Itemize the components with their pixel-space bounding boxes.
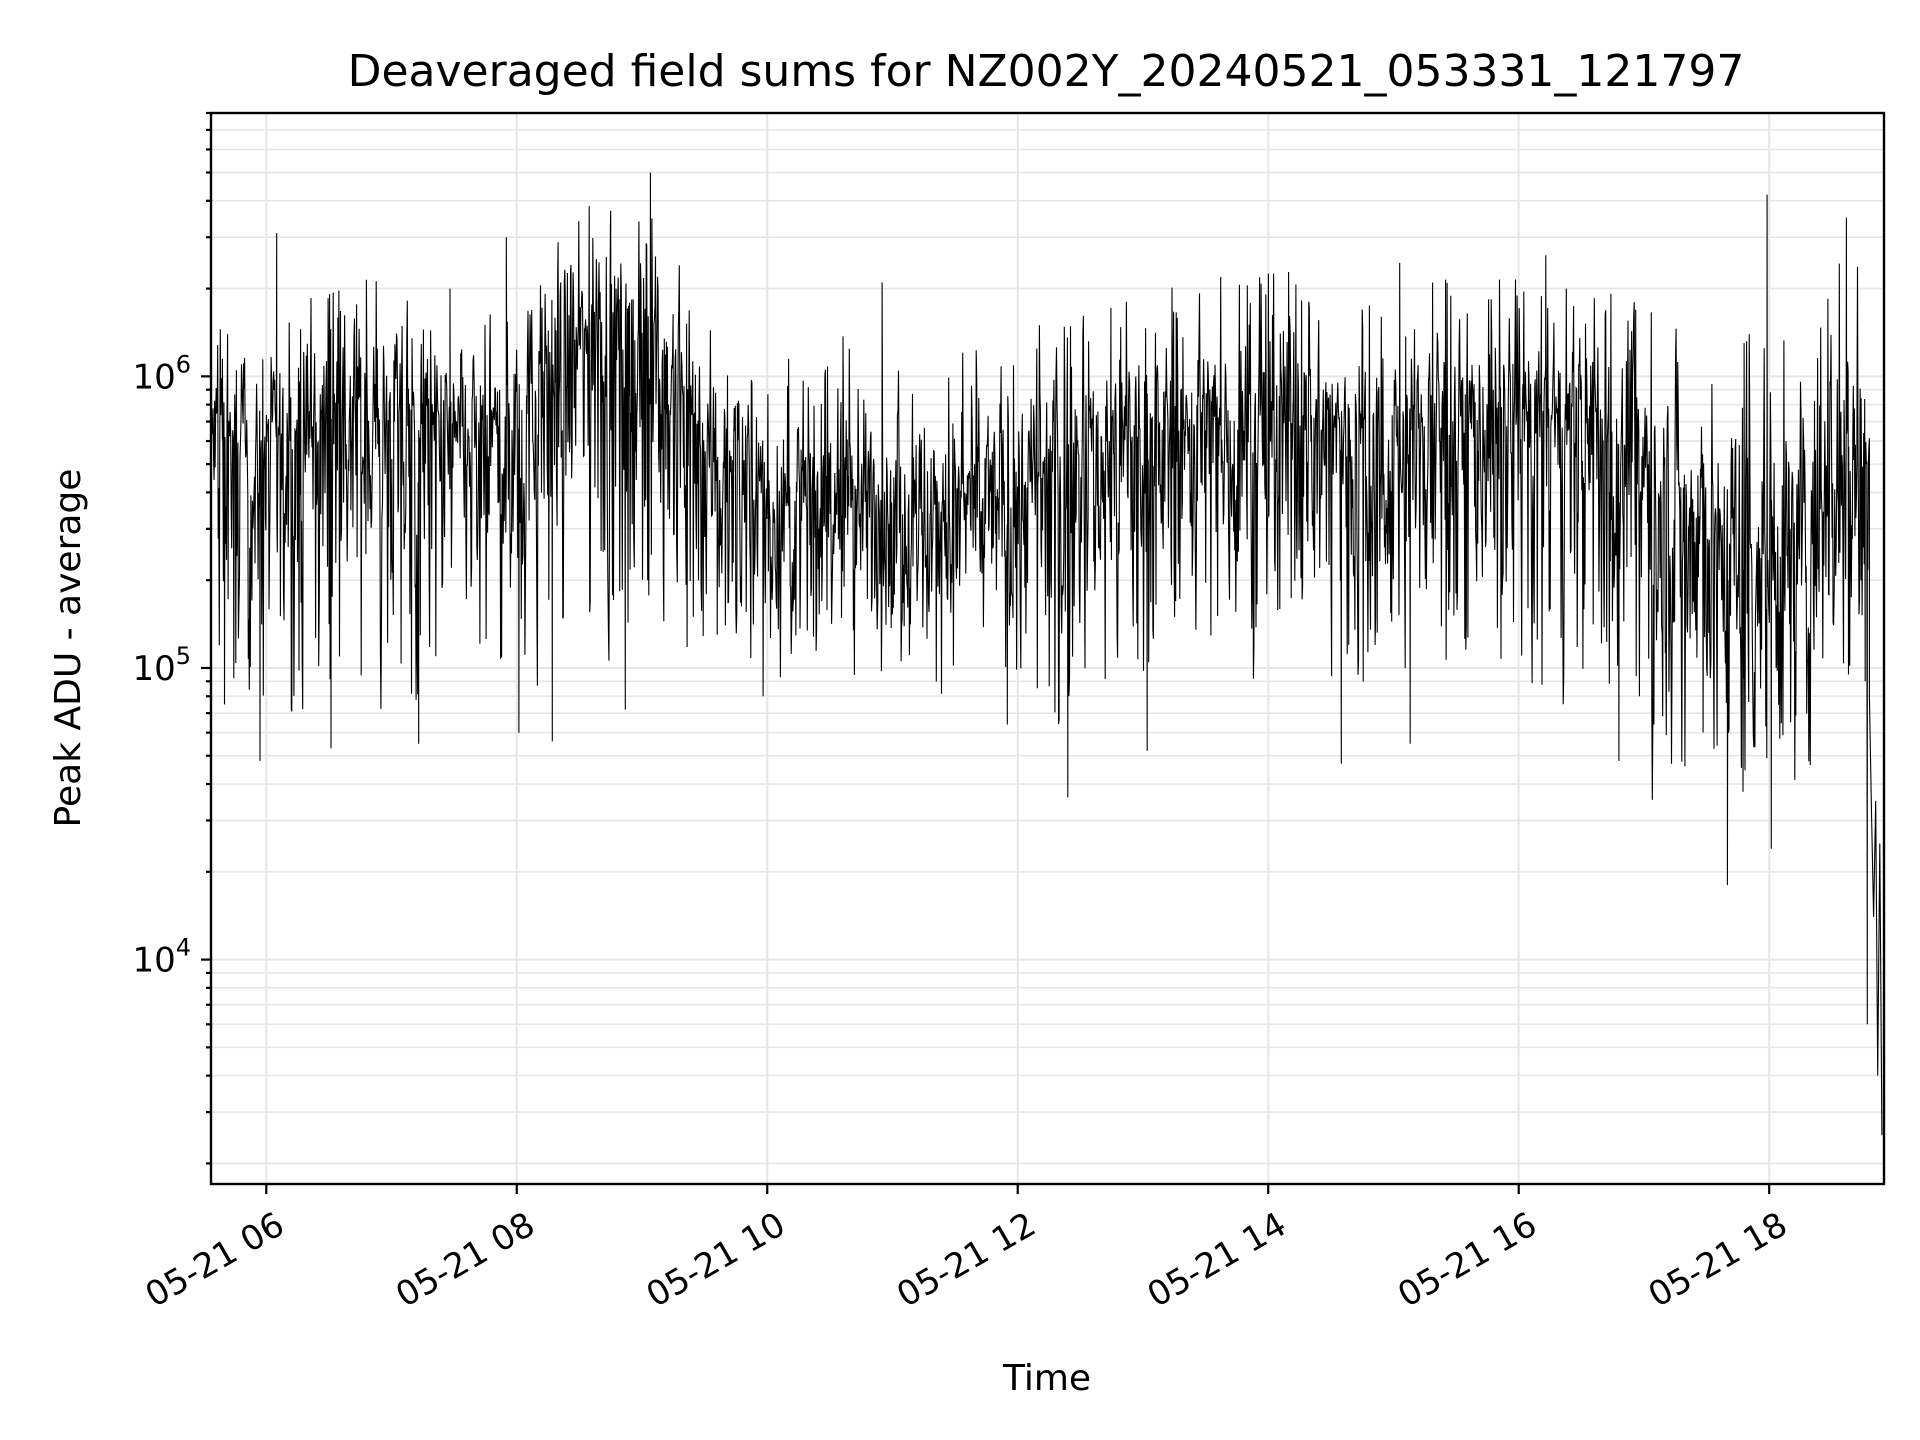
x-tick-label: 05-21 14	[1141, 1205, 1293, 1316]
series-line	[211, 172, 1883, 1136]
x-tick-label: 05-21 16	[1391, 1205, 1543, 1316]
y-axis-label: Peak ADU - average	[48, 469, 89, 828]
y-tick-label: 104	[132, 934, 191, 981]
series-layer	[211, 172, 1883, 1136]
chart-title: Deaveraged field sums for NZ002Y_2024052…	[348, 46, 1745, 97]
y-tick-label: 105	[132, 642, 191, 689]
x-tick-label: 05-21 06	[139, 1205, 291, 1316]
axis-ticks: 104 105 106 05-21 06 05-21 08 05-21 10 05-21 1…	[132, 111, 1794, 1316]
x-axis-label: Time	[1002, 1358, 1091, 1399]
plot-frame	[209, 111, 1886, 1186]
x-tick-label: 05-21 12	[890, 1205, 1042, 1316]
x-tick-label: 05-21 18	[1642, 1205, 1794, 1316]
x-tick-label: 05-21 10	[640, 1205, 792, 1316]
grid	[211, 112, 1884, 1184]
y-tick-label: 106	[132, 350, 191, 397]
x-tick-label: 05-21 08	[389, 1205, 541, 1316]
